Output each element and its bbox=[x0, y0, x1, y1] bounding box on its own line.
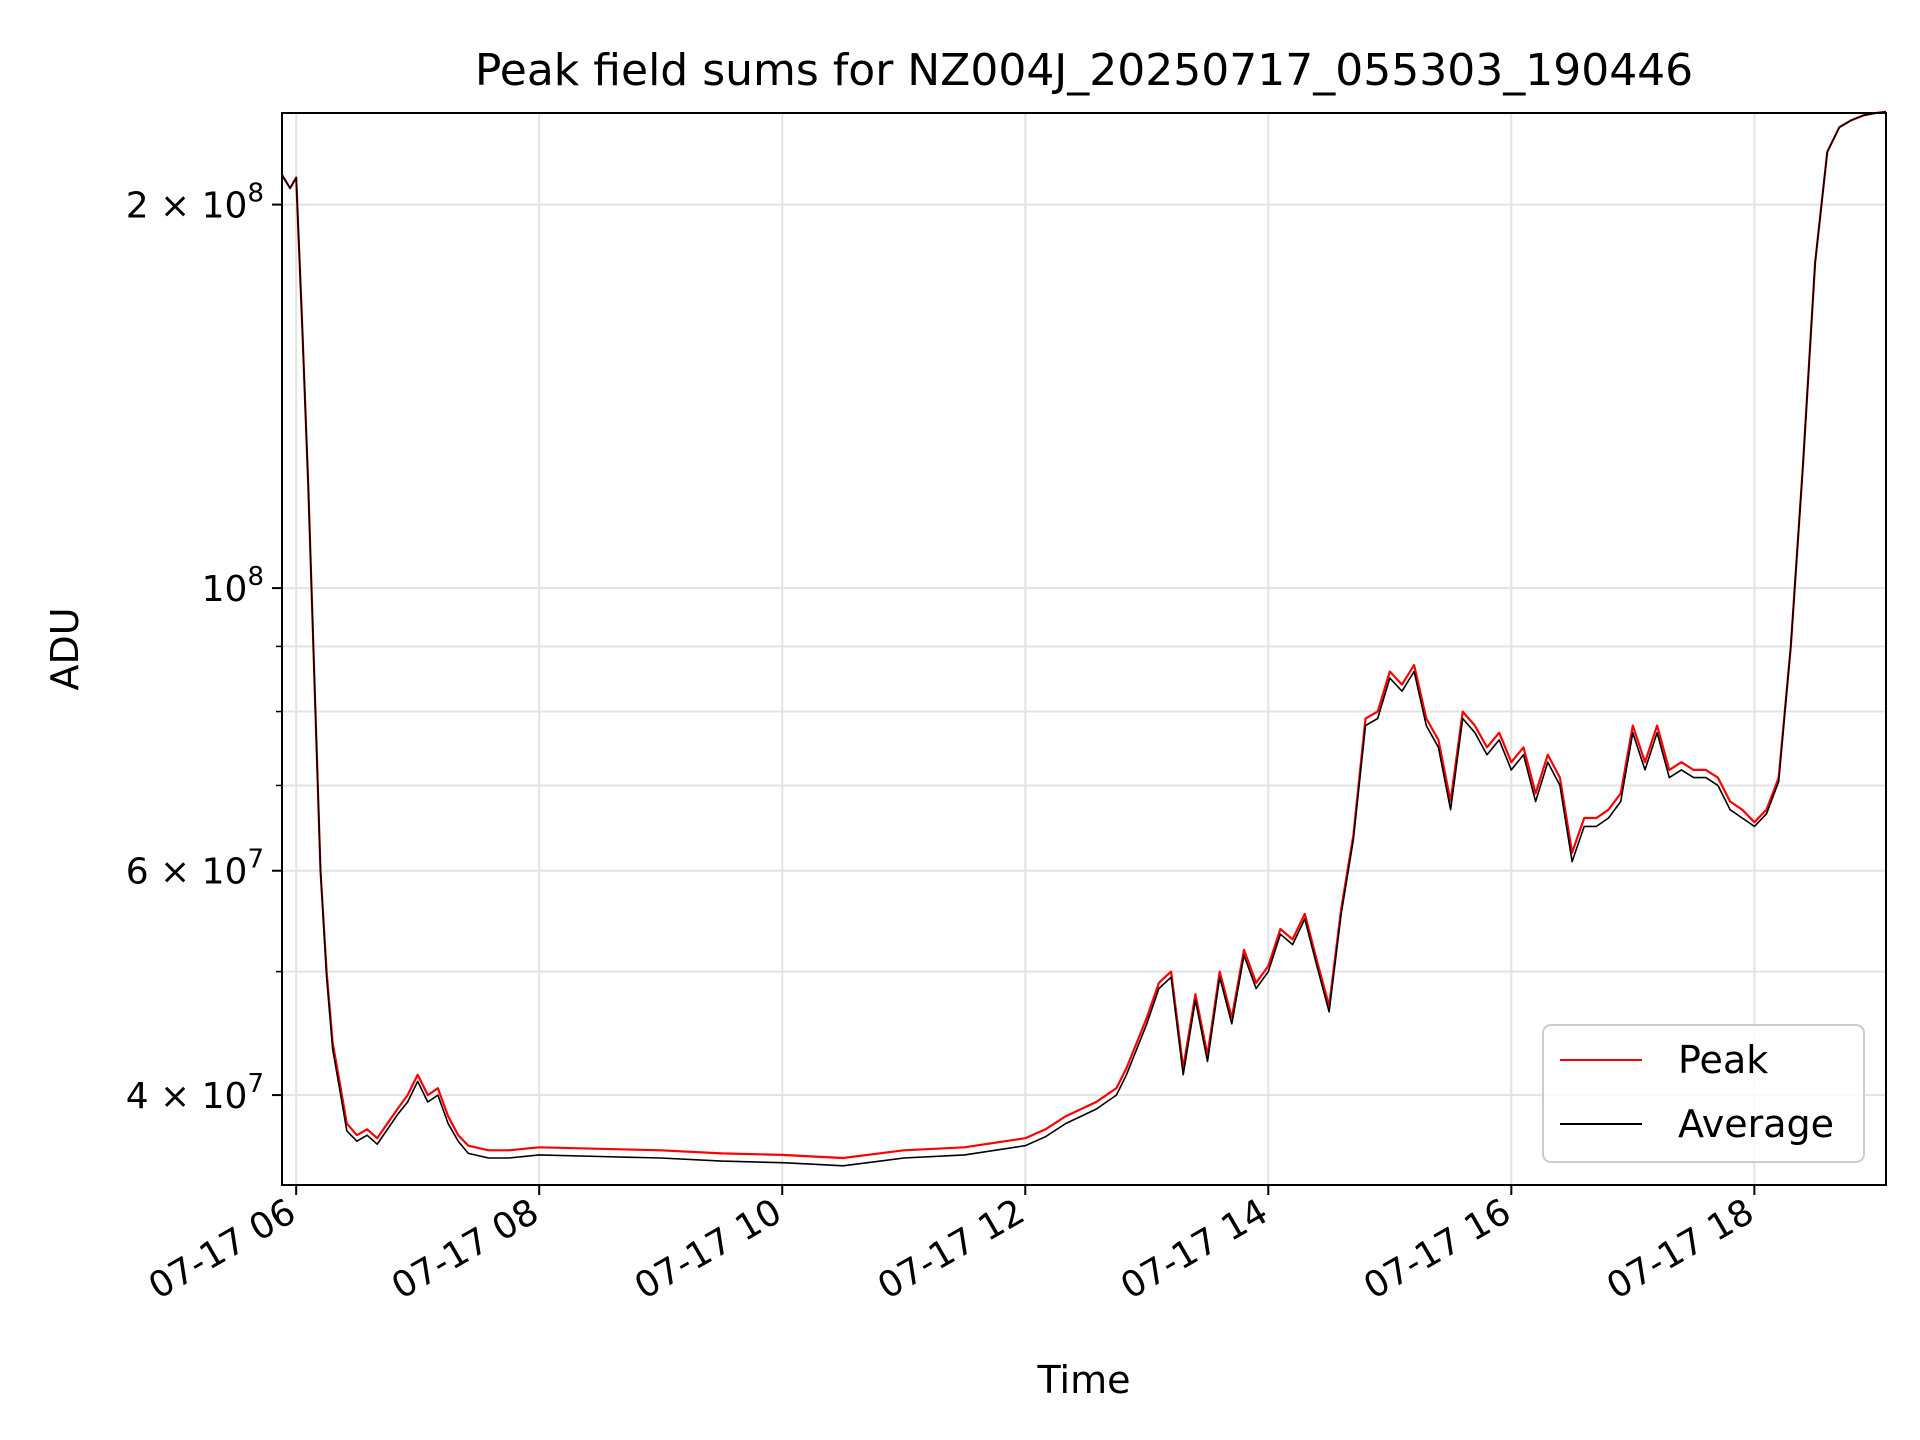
y-tick-label: 6 × 107 bbox=[126, 845, 264, 893]
series-layer bbox=[281, 110, 1887, 1167]
legend-label-peak: Peak bbox=[1678, 1038, 1768, 1082]
grid bbox=[282, 113, 1886, 1185]
x-axis-label: Time bbox=[1037, 1358, 1131, 1402]
legend: Peak Average bbox=[1542, 1024, 1865, 1163]
legend-label-average: Average bbox=[1678, 1102, 1834, 1146]
y-axis: 4 × 107 6 × 107 108 2 × 108 bbox=[126, 179, 282, 1117]
y-tick-label: 2 × 108 bbox=[126, 179, 264, 227]
series-line-average bbox=[281, 111, 1887, 1167]
y-tick-label: 108 bbox=[202, 562, 264, 610]
plot-frame bbox=[281, 112, 1887, 1186]
y-tick-label: 4 × 107 bbox=[126, 1069, 264, 1117]
series-line-peak bbox=[281, 110, 1887, 1160]
chart-title: Peak field sums for NZ004J_20250717_0553… bbox=[475, 45, 1693, 96]
y-axis-label: ADU bbox=[43, 607, 87, 690]
